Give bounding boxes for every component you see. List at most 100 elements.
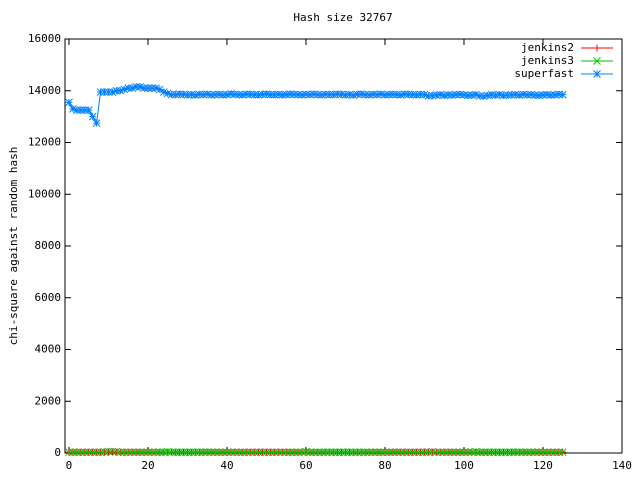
point-marker: [535, 91, 543, 100]
point-marker: [554, 90, 563, 99]
point-marker: [163, 89, 172, 98]
point-marker: [132, 83, 140, 91]
point-marker: [341, 91, 350, 99]
point-marker: [475, 92, 484, 100]
y-tick-label: 10000: [28, 187, 61, 200]
point-marker: [389, 90, 397, 99]
point-marker: [167, 90, 176, 99]
point-marker: [519, 90, 528, 99]
point-marker: [515, 91, 524, 100]
point-marker: [420, 90, 429, 99]
point-marker: [333, 90, 342, 98]
point-marker: [250, 90, 259, 99]
point-marker: [464, 91, 472, 100]
point-marker: [313, 90, 322, 99]
point-marker: [227, 90, 235, 98]
point-marker: [88, 112, 97, 121]
point-marker: [242, 90, 251, 98]
point-marker: [499, 91, 508, 100]
point-marker: [325, 90, 334, 99]
point-marker: [543, 90, 551, 99]
point-marker: [345, 90, 354, 99]
x-tick-label: 60: [299, 459, 312, 472]
point-marker: [483, 91, 492, 100]
y-tick-label: 4000: [35, 343, 62, 356]
point-marker: [471, 90, 480, 99]
point-marker: [286, 448, 295, 457]
y-axis-label: chi-square against random hash: [7, 147, 20, 346]
point-marker: [416, 90, 425, 99]
point-marker: [72, 106, 81, 115]
point-marker: [294, 90, 302, 99]
point-marker: [231, 90, 239, 99]
point-marker: [175, 90, 184, 98]
point-marker: [432, 91, 441, 100]
point-marker: [100, 88, 109, 96]
point-marker: [159, 88, 168, 96]
point-marker: [65, 98, 73, 107]
point-marker: [428, 91, 437, 100]
point-marker: [349, 91, 358, 100]
point-marker: [408, 90, 417, 99]
y-tick-label: 12000: [28, 136, 61, 149]
point-marker: [298, 91, 306, 99]
series: [65, 447, 567, 457]
series: [65, 83, 567, 127]
point-marker: [84, 106, 93, 115]
point-marker: [523, 91, 532, 99]
legend-marker: [593, 57, 601, 65]
point-marker: [136, 83, 144, 91]
point-marker: [460, 91, 468, 99]
point-marker: [152, 84, 160, 93]
point-marker: [270, 90, 279, 99]
point-marker: [507, 91, 516, 99]
y-tick-label: 8000: [35, 239, 62, 252]
point-marker: [191, 91, 200, 100]
point-marker: [215, 90, 223, 99]
point-marker: [211, 90, 219, 99]
point-marker: [558, 448, 567, 457]
point-marker: [396, 91, 405, 99]
legend-marker: [593, 70, 601, 78]
point-marker: [503, 91, 512, 100]
legend-label: jenkins3: [521, 54, 574, 67]
point-marker: [183, 91, 192, 99]
point-marker: [491, 91, 500, 100]
point-marker: [140, 84, 148, 93]
point-marker: [531, 91, 539, 100]
x-tick-label: 40: [220, 459, 233, 472]
point-marker: [302, 90, 310, 99]
point-marker: [278, 91, 287, 99]
point-marker: [412, 91, 421, 99]
point-marker: [179, 90, 188, 99]
point-marker: [310, 90, 318, 98]
plot-border: [64, 38, 623, 454]
point-marker: [76, 106, 85, 115]
point-marker: [329, 90, 338, 99]
point-marker: [444, 91, 453, 99]
point-marker: [321, 90, 330, 99]
point-marker: [365, 91, 374, 99]
point-marker: [440, 91, 449, 100]
x-tick-label: 20: [141, 459, 154, 472]
point-marker: [238, 91, 247, 99]
point-marker: [246, 90, 255, 99]
point-marker: [104, 88, 113, 96]
point-marker: [223, 90, 231, 99]
point-marker: [108, 88, 117, 96]
point-marker: [199, 90, 208, 99]
point-marker: [361, 90, 370, 99]
point-marker: [475, 448, 484, 457]
point-marker: [266, 90, 275, 99]
point-marker: [286, 90, 295, 98]
y-tick-label: 16000: [28, 32, 61, 45]
point-marker: [539, 91, 547, 99]
point-marker: [290, 90, 298, 99]
x-tick-label: 100: [454, 459, 474, 472]
point-marker: [306, 90, 314, 99]
point-marker: [155, 85, 164, 94]
point-marker: [124, 84, 133, 93]
point-marker: [69, 105, 77, 113]
point-marker: [219, 91, 227, 99]
point-marker: [456, 90, 464, 99]
